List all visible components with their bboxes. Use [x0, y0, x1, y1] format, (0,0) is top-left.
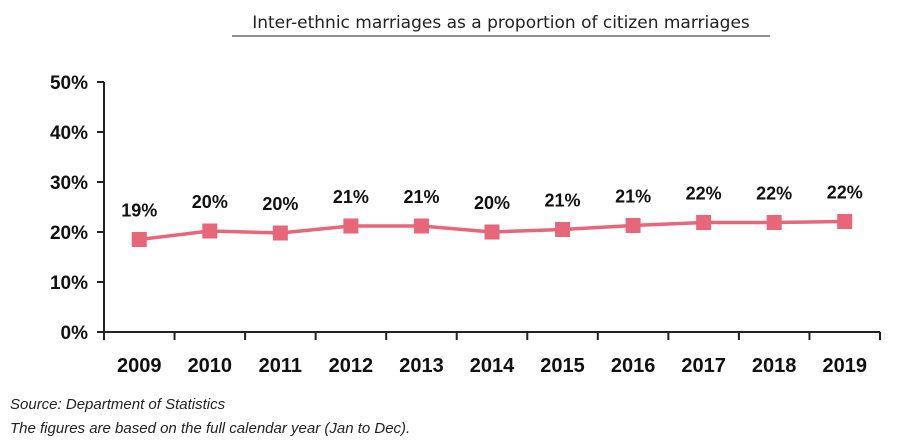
data-point-marker — [837, 214, 853, 229]
data-point-marker — [555, 222, 571, 237]
x-axis: 2009 2010 2011 2012 2013 2014 2015 2016 2017 2018… — [103, 331, 881, 377]
y-tick-label: 40% — [50, 123, 88, 144]
y-tick-label: 10% — [50, 273, 88, 294]
data-label: 22% — [756, 184, 792, 204]
chart-title: Inter-ethnic marriages as a proportion o… — [252, 13, 750, 33]
x-tick-label: 2012 — [329, 355, 374, 377]
x-tick-label: 2014 — [470, 355, 515, 377]
calendar-year-note: The figures are based on the full calend… — [10, 420, 411, 437]
data-label: 22% — [827, 183, 863, 203]
y-tick-label: 0% — [61, 323, 89, 344]
data-point-marker — [625, 218, 641, 233]
data-point-marker — [131, 232, 147, 247]
x-tick-label: 2017 — [681, 355, 726, 377]
x-tick-label: 2015 — [540, 355, 585, 377]
x-tick-label: 2016 — [611, 355, 656, 377]
data-point-marker — [696, 215, 712, 230]
data-label: 21% — [403, 187, 439, 207]
series-inter-ethnic-marriages — [131, 214, 853, 247]
x-tick-label: 2019 — [822, 355, 867, 377]
x-tick-label: 2009 — [117, 355, 162, 377]
data-point-marker — [272, 225, 288, 241]
data-label: 20% — [262, 194, 298, 214]
data-point-marker — [484, 224, 500, 240]
data-point-marker — [202, 223, 218, 239]
x-tick-label: 2013 — [399, 355, 444, 377]
data-label: 20% — [474, 193, 510, 213]
x-tick-label: 2010 — [188, 355, 233, 377]
data-label: 22% — [686, 184, 722, 204]
data-label: 19% — [121, 201, 157, 221]
y-tick-label: 50% — [50, 73, 88, 94]
data-labels: 19% 20% 20% 21% 21% 20% 21% 21% 22% 22% 22% — [121, 183, 862, 221]
y-axis: 0% 10% 20% 30% 40% 50% — [50, 73, 105, 344]
data-point-marker — [413, 218, 429, 234]
data-label: 21% — [333, 187, 369, 207]
y-tick-label: 20% — [50, 223, 88, 244]
data-point-marker — [766, 215, 782, 230]
data-point-marker — [343, 218, 359, 234]
source-note: Source: Department of Statistics — [10, 396, 226, 413]
y-tick-label: 30% — [50, 173, 88, 194]
x-tick-label: 2011 — [259, 355, 302, 377]
data-label: 21% — [545, 191, 581, 211]
data-label: 20% — [192, 192, 228, 212]
data-label: 21% — [615, 187, 651, 207]
x-tick-label: 2018 — [752, 355, 797, 377]
